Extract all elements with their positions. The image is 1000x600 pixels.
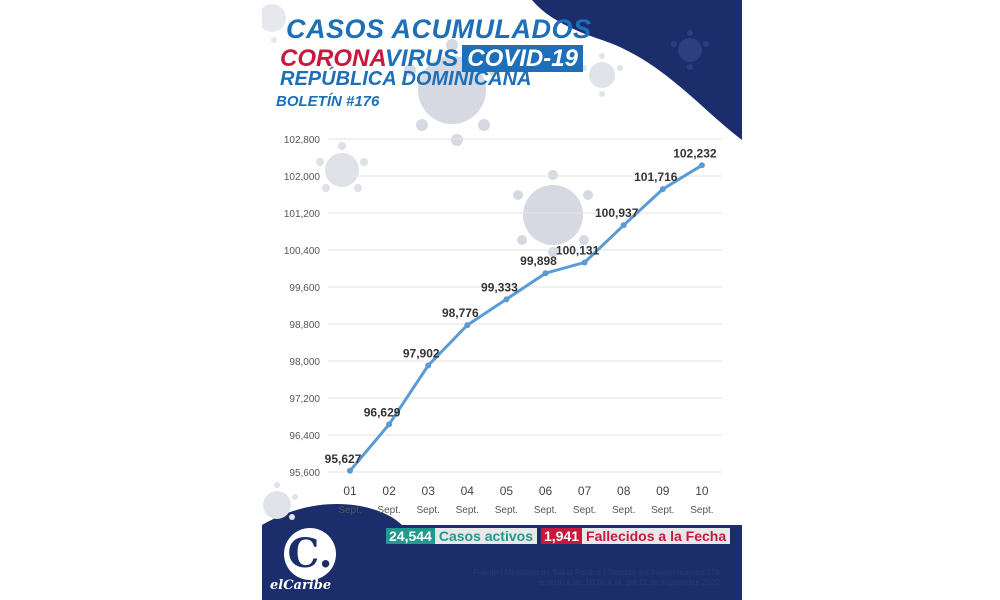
- x-tick-sublabel: Sept.: [495, 505, 518, 516]
- coronavirus-title: CORONAVIRUS COVID-19: [280, 45, 583, 73]
- x-tick-sublabel: Sept.: [690, 505, 713, 516]
- x-tick-sublabel: Sept.: [651, 505, 674, 516]
- x-tick-label: 07: [578, 484, 592, 498]
- data-label: 100,937: [595, 206, 639, 220]
- y-tick-label: 98,000: [289, 357, 320, 368]
- x-tick-label: 09: [656, 484, 670, 498]
- data-point: [620, 222, 627, 229]
- x-tick-label: 08: [617, 484, 631, 498]
- deaths-label: Fallecidos a la Fecha: [582, 528, 731, 544]
- infographic-poster: CASOS ACUMULADOS CORONAVIRUS COVID-19 REP…: [262, 0, 742, 600]
- data-point: [425, 362, 432, 369]
- data-label: 97,902: [403, 347, 440, 361]
- active-cases-count: 24,544: [386, 528, 435, 544]
- virus-icon: [513, 170, 593, 257]
- logo-letter: C.: [287, 530, 333, 577]
- x-tick-sublabel: Sept.: [456, 505, 479, 516]
- deaths-count: 1,941: [541, 528, 583, 544]
- active-cases-label: Casos activos: [434, 528, 537, 544]
- virus-icon: [581, 53, 623, 97]
- data-point: [698, 162, 705, 169]
- stats-bar: 24,544 Casos activos 1,941 Fallecidos a la …: [386, 528, 734, 544]
- x-tick-sublabel: Sept.: [534, 505, 557, 516]
- data-point: [347, 467, 353, 474]
- y-tick-label: 97,200: [289, 394, 320, 405]
- data-label: 101,716: [634, 170, 678, 184]
- data-label: 98,776: [442, 306, 479, 320]
- data-label: 96,629: [364, 405, 401, 419]
- virus-icon: [404, 39, 500, 146]
- x-tick-label: 02: [382, 484, 396, 498]
- elcaribe-logo: C.: [284, 528, 336, 580]
- virus-icon: [671, 30, 709, 70]
- period-subtitle: CASOS TRANSCURRIDOS EN LOS ULTIMOS 10 DÍ…: [410, 544, 715, 558]
- bulletin-label: BOLETÍN #176: [276, 93, 380, 110]
- virus-icon: [263, 482, 298, 520]
- x-tick-label: 03: [422, 484, 436, 498]
- virus-icon: [262, 4, 293, 43]
- virus-word: VIRUS: [384, 45, 459, 72]
- data-label: 99,333: [481, 280, 518, 294]
- data-point: [386, 421, 393, 428]
- data-point: [581, 259, 588, 266]
- x-tick-label: 01: [343, 484, 357, 498]
- y-tick-label: 96,400: [289, 431, 320, 442]
- source-line-1: Fuente | Ministerio de Salud Pública | T…: [473, 568, 720, 577]
- data-label: 99,898: [520, 254, 557, 268]
- x-tick-sublabel: Sept.: [338, 505, 361, 516]
- data-point: [503, 296, 510, 303]
- country-title: REPÚBLICA DOMINICANA: [280, 68, 532, 90]
- x-tick-label: 05: [500, 484, 514, 498]
- data-label: 95,627: [325, 452, 362, 466]
- data-point: [542, 270, 549, 277]
- y-tick-label: 98,800: [289, 320, 320, 331]
- x-tick-sublabel: Sept.: [377, 505, 400, 516]
- y-tick-label: 100,400: [284, 246, 321, 257]
- line-chart: 95,600 96,400 97,200 98,000 98,800 99,600 100,…: [284, 135, 722, 516]
- y-tick-label: 102,800: [284, 135, 321, 146]
- y-tick-label: 101,200: [284, 209, 321, 220]
- y-tick-label: 99,600: [289, 283, 320, 294]
- virus-icon: [316, 142, 368, 192]
- y-tick-label: 102,000: [284, 172, 321, 183]
- covid-badge: COVID-19: [462, 45, 583, 72]
- data-point: [659, 186, 666, 193]
- corona-word: CORONA: [280, 45, 385, 72]
- page-title: CASOS ACUMULADOS: [286, 14, 592, 44]
- y-tick-label: 95,600: [289, 468, 320, 479]
- data-label: 100,131: [556, 243, 600, 257]
- x-tick-sublabel: Sept.: [612, 505, 635, 516]
- x-tick-label: 04: [461, 484, 475, 498]
- source-line-2: emitido a las 10:00 A.M. del 11 de septi…: [538, 578, 720, 587]
- x-tick-label: 06: [539, 484, 553, 498]
- logo-brand: elCaribe: [270, 578, 332, 593]
- x-tick-label: 10: [695, 484, 709, 498]
- data-point: [464, 322, 471, 329]
- series-line: [348, 164, 703, 472]
- data-label: 102,232: [673, 146, 717, 160]
- x-tick-sublabel: Sept.: [417, 505, 440, 516]
- x-tick-sublabel: Sept.: [573, 505, 596, 516]
